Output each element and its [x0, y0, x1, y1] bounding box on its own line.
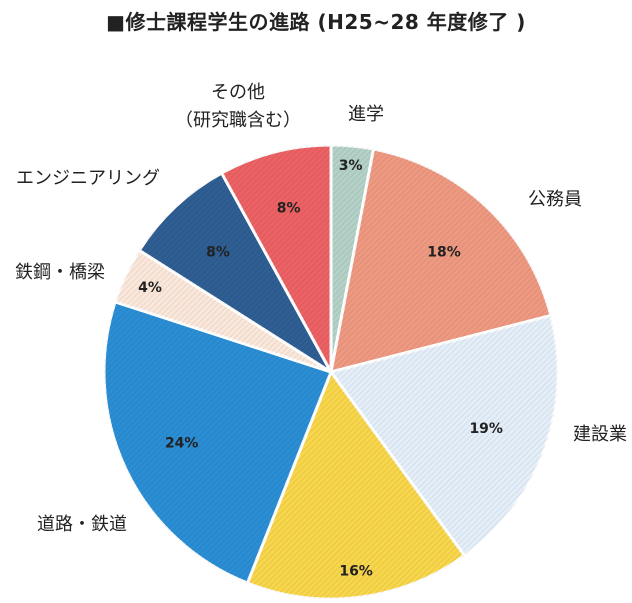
pie-slice-texture — [115, 250, 331, 372]
pie-slice-texture — [221, 145, 331, 372]
category-label: 道路・鉄道 — [37, 514, 127, 535]
percent-labels: 3% 18% 19% 16% 24% 4% 8% 8% — [138, 158, 503, 580]
chart-title: ■修士課程学生の進路 (H25~28 年度修了 ) — [106, 10, 526, 34]
category-label: 建設業 — [573, 424, 627, 445]
percent-label: 19% — [469, 421, 503, 437]
pie-slice-texture — [139, 173, 331, 372]
percent-label: 4% — [138, 280, 162, 296]
pie-slice-texture — [331, 149, 551, 372]
percent-label: 24% — [165, 435, 199, 451]
pie-slice-texture — [103, 301, 331, 584]
category-label: 公務員 — [528, 189, 582, 210]
percent-label: 16% — [339, 563, 373, 579]
category-label: 進学 — [348, 104, 384, 125]
percent-label: 8% — [206, 245, 230, 261]
pie-slices — [102, 143, 560, 601]
percent-label: 18% — [427, 245, 461, 261]
category-label: エンジニアリング — [16, 168, 160, 189]
pie-slice-texture — [331, 315, 559, 556]
percent-label: 3% — [339, 158, 363, 174]
category-label: （研究職含む） — [175, 110, 301, 131]
category-label: 鉄鋼・橋梁 — [15, 262, 105, 283]
category-label: その他 — [211, 82, 265, 103]
percent-label: 8% — [277, 200, 301, 216]
pie-slice-texture — [247, 372, 465, 600]
